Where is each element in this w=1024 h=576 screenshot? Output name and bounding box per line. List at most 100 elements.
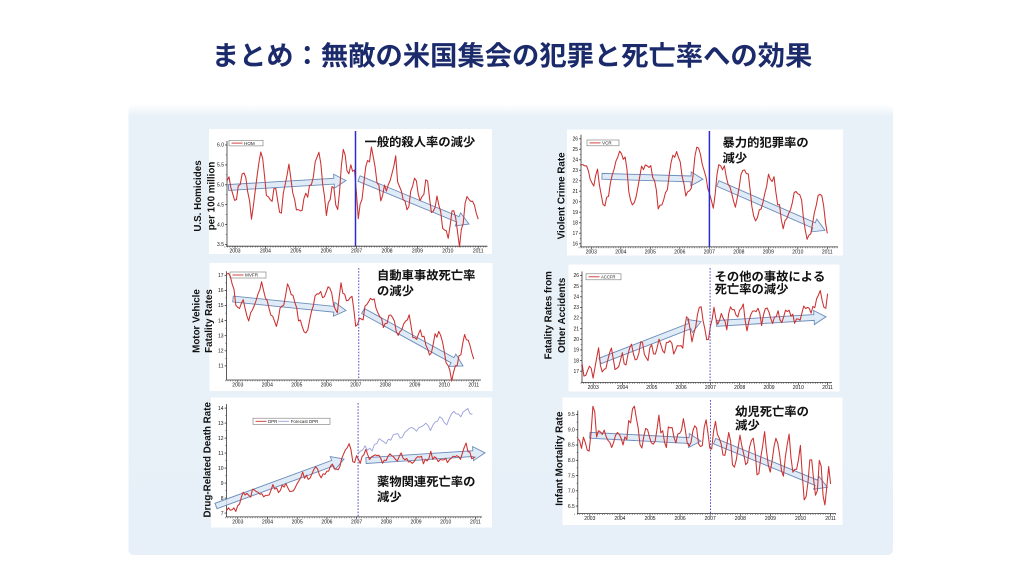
- svg-text:2011: 2011: [473, 249, 484, 255]
- svg-text:2010: 2010: [793, 385, 804, 391]
- svg-text:16: 16: [218, 288, 224, 294]
- svg-text:15: 15: [218, 303, 224, 309]
- svg-text:2003: 2003: [232, 382, 243, 388]
- svg-text:per 100 million: per 100 million: [206, 162, 217, 231]
- svg-text:2011: 2011: [470, 519, 481, 525]
- svg-text:7: 7: [221, 511, 224, 517]
- svg-text:2005: 2005: [645, 249, 656, 255]
- svg-text:U.S. Homicides: U.S. Homicides: [193, 160, 204, 232]
- svg-text:2008: 2008: [735, 516, 746, 522]
- svg-text:7.5: 7.5: [568, 473, 575, 479]
- svg-text:Violent Crime Rate: Violent Crime Rate: [557, 152, 568, 239]
- svg-text:MVFR: MVFR: [245, 273, 259, 278]
- svg-text:25: 25: [572, 147, 578, 153]
- svg-text:2007: 2007: [351, 519, 362, 525]
- svg-text:2003: 2003: [229, 249, 240, 255]
- svg-text:2006: 2006: [321, 519, 332, 525]
- svg-text:2007: 2007: [705, 516, 716, 522]
- svg-text:23: 23: [573, 305, 579, 311]
- svg-text:8.5: 8.5: [568, 443, 575, 449]
- svg-text:24: 24: [572, 157, 578, 163]
- svg-text:2009: 2009: [410, 519, 421, 525]
- svg-text:9.0: 9.0: [568, 428, 575, 434]
- svg-text:2007: 2007: [704, 249, 715, 255]
- svg-text:5.5: 5.5: [217, 163, 224, 169]
- svg-text:2004: 2004: [262, 519, 273, 525]
- svg-text:20: 20: [572, 199, 578, 205]
- svg-text:11: 11: [218, 451, 223, 457]
- svg-text:2006: 2006: [674, 249, 685, 255]
- svg-text:Motor Vehicle: Motor Vehicle: [192, 289, 203, 353]
- svg-text:2009: 2009: [763, 249, 774, 255]
- svg-text:2010: 2010: [795, 516, 806, 522]
- svg-text:2005: 2005: [292, 519, 303, 525]
- svg-text:2010: 2010: [442, 249, 453, 255]
- svg-text:2006: 2006: [675, 516, 686, 522]
- svg-text:2004: 2004: [614, 516, 625, 522]
- svg-text:22: 22: [573, 316, 579, 322]
- svg-text:2008: 2008: [380, 382, 391, 388]
- svg-text:25: 25: [573, 284, 579, 290]
- svg-text:18: 18: [572, 220, 578, 226]
- svg-text:9: 9: [221, 481, 224, 487]
- svg-text:10: 10: [218, 466, 224, 472]
- svg-text:8.0: 8.0: [568, 458, 575, 464]
- svg-text:2006: 2006: [321, 382, 332, 388]
- svg-text:3.5: 3.5: [217, 242, 224, 248]
- svg-text:DPR: DPR: [268, 419, 277, 424]
- svg-text:26: 26: [572, 136, 578, 142]
- svg-text:22: 22: [572, 178, 578, 184]
- svg-text:Drug-Related Death Rate: Drug-Related Death Rate: [203, 402, 214, 518]
- svg-text:HOM: HOM: [244, 141, 255, 146]
- svg-text:18: 18: [573, 358, 579, 364]
- svg-text:2003: 2003: [584, 516, 595, 522]
- svg-text:2005: 2005: [644, 516, 655, 522]
- svg-text:2003: 2003: [232, 519, 243, 525]
- svg-text:2009: 2009: [412, 249, 423, 255]
- svg-text:2006: 2006: [321, 249, 332, 255]
- svg-text:21: 21: [573, 326, 579, 332]
- svg-text:2004: 2004: [615, 249, 626, 255]
- svg-text:2008: 2008: [734, 385, 745, 391]
- svg-text:2011: 2011: [468, 382, 479, 388]
- svg-text:7.0: 7.0: [568, 489, 575, 495]
- svg-text:Fatality Rates from: Fatality Rates from: [544, 271, 555, 359]
- svg-text:9.5: 9.5: [568, 412, 575, 418]
- svg-text:2011: 2011: [822, 385, 833, 391]
- svg-text:Infant Mortality Rate: Infant Mortality Rate: [554, 411, 565, 506]
- svg-text:2010: 2010: [792, 249, 803, 255]
- svg-text:Fatality Rates: Fatality Rates: [204, 289, 215, 353]
- svg-text:13: 13: [218, 421, 224, 427]
- svg-text:2004: 2004: [260, 249, 271, 255]
- svg-text:12: 12: [218, 349, 224, 355]
- svg-text:16: 16: [572, 241, 578, 247]
- svg-text:2006: 2006: [676, 385, 687, 391]
- svg-text:2010: 2010: [440, 519, 451, 525]
- svg-text:4.0: 4.0: [217, 222, 224, 228]
- svg-text:2003: 2003: [586, 249, 597, 255]
- svg-text:20: 20: [573, 337, 579, 343]
- svg-text:2003: 2003: [588, 385, 599, 391]
- svg-text:2005: 2005: [291, 382, 302, 388]
- svg-text:6.5: 6.5: [568, 504, 575, 510]
- svg-text:5.0: 5.0: [217, 183, 224, 189]
- svg-text:13: 13: [218, 333, 224, 339]
- svg-text:Other Accidents: Other Accidents: [557, 277, 568, 353]
- svg-text:11: 11: [218, 364, 223, 370]
- svg-text:19: 19: [573, 348, 579, 354]
- svg-text:24: 24: [573, 295, 579, 301]
- svg-text:12: 12: [218, 436, 224, 442]
- svg-text:2009: 2009: [409, 382, 420, 388]
- svg-text:VCR: VCR: [602, 141, 612, 146]
- svg-text:23: 23: [572, 168, 578, 174]
- svg-text:2011: 2011: [825, 516, 836, 522]
- svg-text:2005: 2005: [290, 249, 301, 255]
- svg-text:2009: 2009: [763, 385, 774, 391]
- svg-text:2005: 2005: [646, 385, 657, 391]
- svg-text:14: 14: [218, 318, 224, 324]
- svg-text:19: 19: [572, 210, 578, 216]
- svg-text:8: 8: [221, 496, 224, 502]
- svg-text:14: 14: [218, 406, 224, 412]
- svg-text:21: 21: [572, 189, 578, 195]
- svg-text:2007: 2007: [350, 382, 361, 388]
